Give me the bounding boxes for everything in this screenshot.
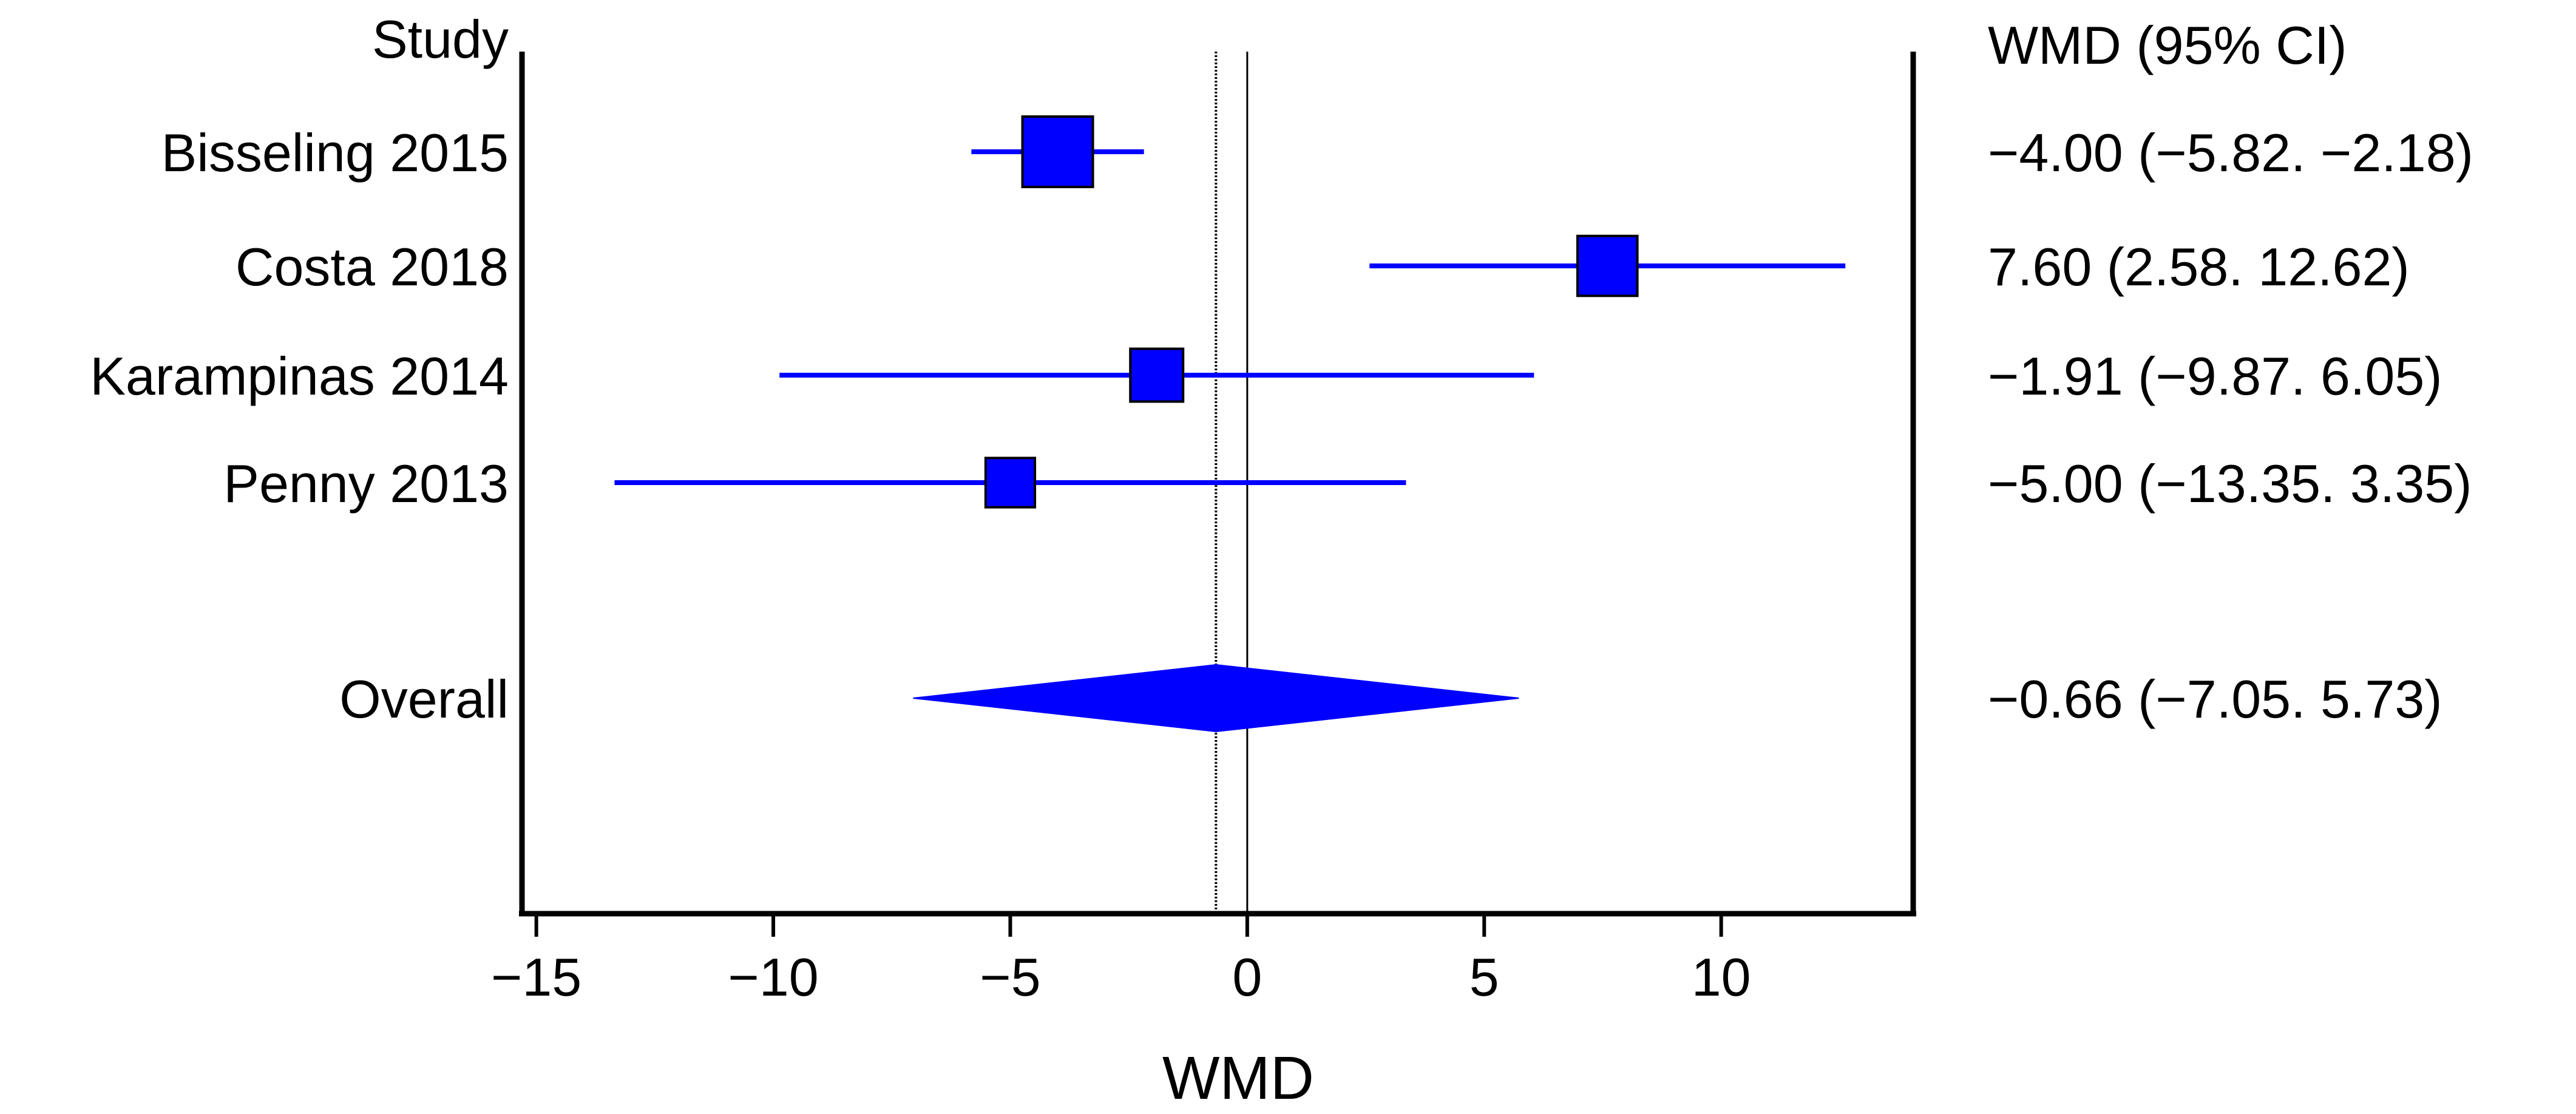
study-column-header: Study <box>372 9 509 69</box>
x-axis-ticks: −15 −10 −5 0 5 10 <box>491 914 1751 1007</box>
x-tick-label: −5 <box>980 947 1040 1007</box>
study-row: Penny 2013 −5.00 (−13.35. 3.35) <box>223 453 2472 514</box>
effect-ci-text: 7.60 (2.58. 12.62) <box>1988 237 2410 297</box>
point-estimate-box <box>1129 347 1185 403</box>
overall-label: Overall <box>339 669 509 729</box>
study-row: Bisseling 2015 −4.00 (−5.82. −2.18) <box>161 115 2473 188</box>
study-name: Bisseling 2015 <box>161 123 509 183</box>
effect-ci-text: −4.00 (−5.82. −2.18) <box>1988 123 2473 183</box>
x-tick-label: 0 <box>1232 947 1262 1007</box>
x-tick-label: 5 <box>1469 947 1499 1007</box>
study-rows: Bisseling 2015 −4.00 (−5.82. −2.18) Costa … <box>90 115 2473 733</box>
effect-ci-text: −5.00 (−13.35. 3.35) <box>1988 453 2472 514</box>
effect-column-header: WMD (95% CI) <box>1988 15 2347 75</box>
point-estimate-box <box>1021 115 1094 188</box>
x-tick-label: −15 <box>491 947 581 1007</box>
overall-ci-text: −0.66 (−7.05. 5.73) <box>1988 669 2442 729</box>
study-name: Costa 2018 <box>236 237 509 297</box>
study-name: Karampinas 2014 <box>90 346 509 406</box>
study-row: Karampinas 2014 −1.91 (−9.87. 6.05) <box>90 346 2442 406</box>
point-estimate-box <box>1576 234 1639 297</box>
point-estimate-box <box>984 457 1037 509</box>
x-tick-label: 10 <box>1692 947 1751 1007</box>
study-name: Penny 2013 <box>223 453 509 514</box>
overall-diamond <box>913 664 1519 733</box>
x-axis-label: WMD <box>1162 1044 1314 1111</box>
x-tick-label: −10 <box>728 947 818 1007</box>
study-row: Costa 2018 7.60 (2.58. 12.62) <box>236 234 2410 297</box>
overall-row: Overall −0.66 (−7.05. 5.73) <box>339 664 2442 733</box>
effect-ci-text: −1.91 (−9.87. 6.05) <box>1988 346 2442 406</box>
